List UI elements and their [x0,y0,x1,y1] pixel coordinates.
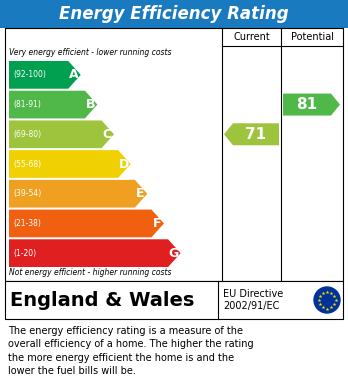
Text: C: C [103,128,112,141]
Text: G: G [169,247,179,260]
Polygon shape [9,61,81,89]
Text: F: F [153,217,161,230]
Text: The energy efficiency rating is a measure of the
overall efficiency of a home. T: The energy efficiency rating is a measur… [8,326,254,376]
Text: E: E [136,187,145,200]
Text: Not energy efficient - higher running costs: Not energy efficient - higher running co… [9,268,172,277]
Polygon shape [224,123,279,145]
Text: (39-54): (39-54) [13,189,41,198]
Text: (55-68): (55-68) [13,160,41,169]
Text: (1-20): (1-20) [13,249,36,258]
Text: England & Wales: England & Wales [10,291,195,310]
Text: (81-91): (81-91) [13,100,41,109]
Text: (69-80): (69-80) [13,130,41,139]
Polygon shape [9,239,181,267]
Bar [0,0,348,28]
Circle shape [314,287,340,313]
Text: EU Directive
2002/91/EC: EU Directive 2002/91/EC [223,289,283,311]
Text: Current: Current [233,32,270,42]
Polygon shape [283,93,340,116]
Bar [5,28,343,281]
Text: D: D [119,158,129,170]
Text: (92-100): (92-100) [13,70,46,79]
Text: Energy Efficiency Rating: Energy Efficiency Rating [59,5,289,23]
Text: Very energy efficient - lower running costs: Very energy efficient - lower running co… [9,48,172,57]
Polygon shape [9,210,164,237]
Polygon shape [9,120,114,148]
Polygon shape [9,150,130,178]
Bar [5,281,343,319]
Text: 71: 71 [245,127,267,142]
Text: A: A [69,68,79,81]
Text: 81: 81 [296,97,318,112]
Text: (21-38): (21-38) [13,219,41,228]
Text: B: B [86,98,95,111]
Text: Potential: Potential [291,32,333,42]
Polygon shape [9,91,97,118]
Polygon shape [9,180,147,208]
